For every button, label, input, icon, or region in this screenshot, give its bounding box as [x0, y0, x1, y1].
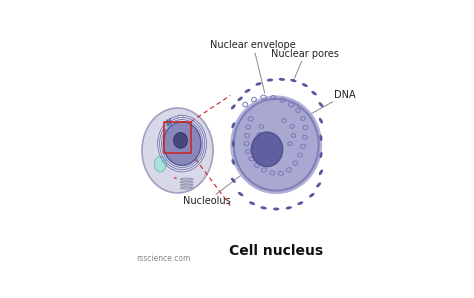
Ellipse shape	[231, 178, 236, 183]
Ellipse shape	[273, 207, 279, 210]
Ellipse shape	[174, 177, 176, 179]
Ellipse shape	[290, 79, 297, 82]
Ellipse shape	[230, 95, 322, 194]
Text: DNA: DNA	[305, 90, 355, 117]
Ellipse shape	[319, 102, 323, 107]
Ellipse shape	[189, 138, 191, 140]
Ellipse shape	[251, 132, 283, 167]
Ellipse shape	[302, 83, 308, 87]
Ellipse shape	[178, 115, 183, 120]
Ellipse shape	[187, 136, 193, 140]
Ellipse shape	[231, 104, 236, 109]
Ellipse shape	[316, 182, 321, 187]
Ellipse shape	[245, 89, 250, 93]
Ellipse shape	[232, 140, 235, 147]
Ellipse shape	[267, 79, 273, 82]
Text: Nuclear pores: Nuclear pores	[271, 49, 339, 78]
Ellipse shape	[164, 122, 201, 165]
Ellipse shape	[155, 156, 166, 172]
Text: Nucleolus: Nucleolus	[183, 163, 257, 206]
Ellipse shape	[319, 118, 323, 124]
Ellipse shape	[172, 133, 174, 136]
Ellipse shape	[172, 130, 174, 132]
Ellipse shape	[238, 192, 243, 196]
Ellipse shape	[297, 201, 303, 205]
Ellipse shape	[237, 97, 243, 101]
Ellipse shape	[286, 206, 292, 209]
Ellipse shape	[166, 119, 169, 126]
Ellipse shape	[311, 91, 317, 95]
Ellipse shape	[249, 201, 255, 205]
Ellipse shape	[142, 108, 213, 193]
Ellipse shape	[279, 78, 285, 81]
Bar	[164, 122, 191, 153]
Text: Cell nucleus: Cell nucleus	[229, 244, 323, 258]
Ellipse shape	[309, 193, 315, 198]
Ellipse shape	[169, 141, 174, 147]
Ellipse shape	[231, 159, 235, 165]
Text: Nuclear envelope: Nuclear envelope	[210, 41, 296, 93]
Ellipse shape	[319, 135, 322, 141]
Ellipse shape	[255, 82, 262, 86]
Ellipse shape	[260, 206, 267, 209]
Ellipse shape	[234, 99, 319, 191]
Ellipse shape	[319, 170, 323, 175]
Ellipse shape	[319, 152, 323, 158]
Ellipse shape	[188, 128, 192, 131]
Ellipse shape	[169, 118, 171, 125]
Ellipse shape	[173, 133, 187, 148]
Ellipse shape	[231, 122, 235, 128]
Text: rsscience.com: rsscience.com	[136, 254, 191, 263]
Ellipse shape	[164, 130, 167, 132]
Ellipse shape	[195, 159, 197, 161]
